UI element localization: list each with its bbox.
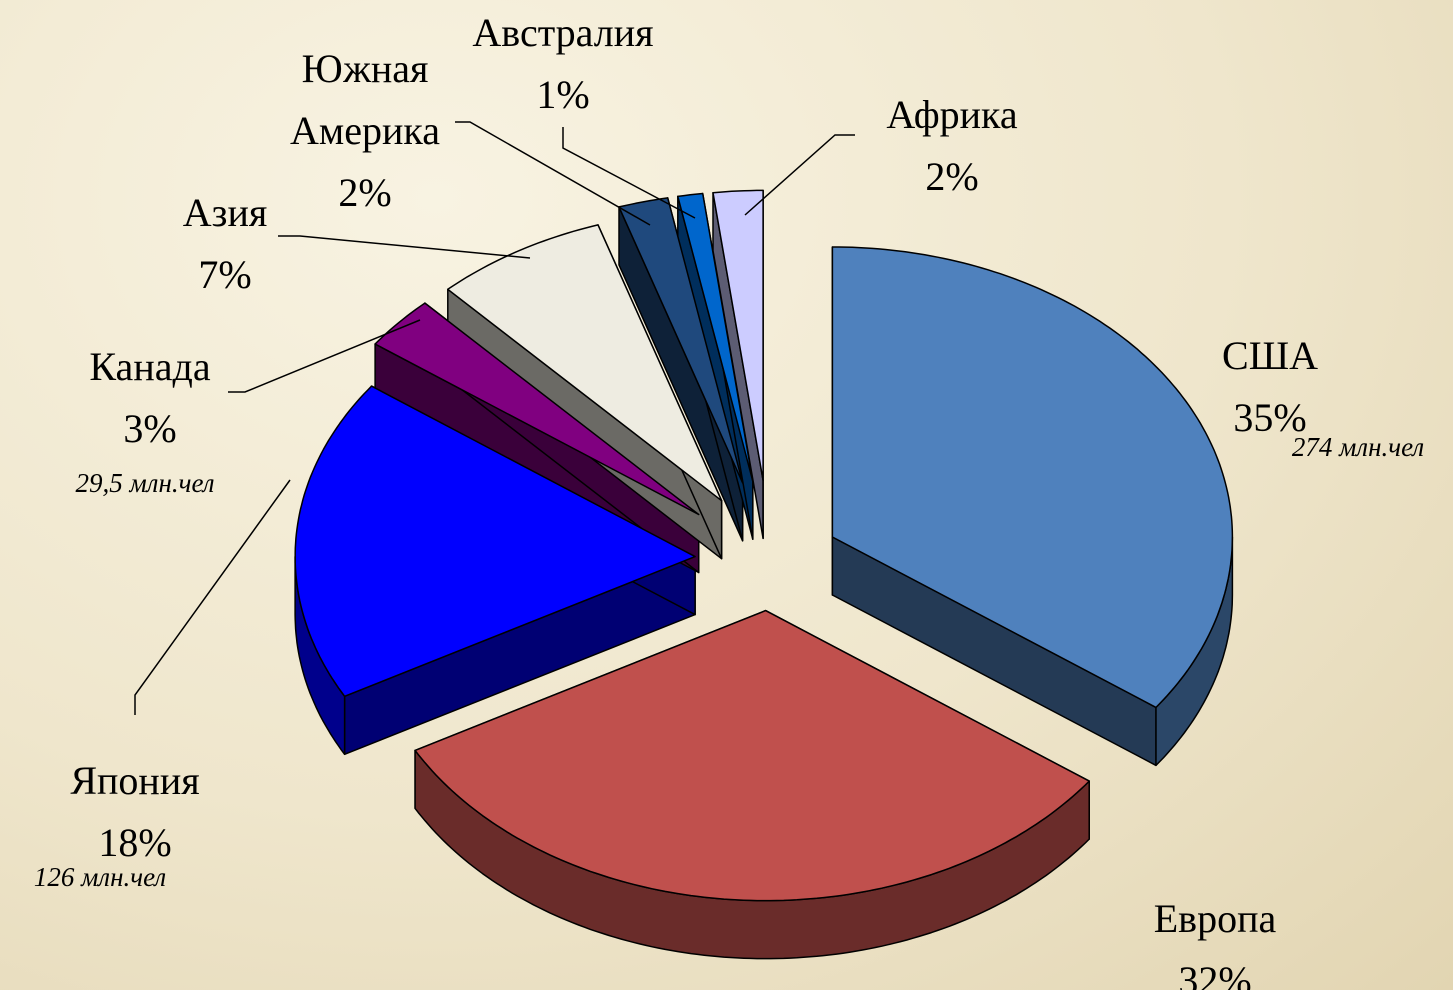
slice-label: Европа 32% <box>1120 888 1310 990</box>
slice <box>712 189 764 482</box>
percent-label: 32% <box>1178 958 1252 990</box>
category-name: Япония <box>70 758 200 803</box>
percent-label: 3% <box>123 406 177 451</box>
category-name: Австралия <box>472 10 654 55</box>
annotation: 274 млн.чел <box>1291 432 1425 462</box>
percent-label: 2% <box>338 170 392 215</box>
percent-label: 1% <box>536 72 590 117</box>
slice-label: Австралия 1% <box>468 2 658 126</box>
slice <box>447 224 723 502</box>
slice <box>294 385 696 698</box>
category-name: Африка <box>886 92 1018 137</box>
leader-line <box>228 319 421 393</box>
leader-line <box>562 127 696 219</box>
percent-label: 7% <box>198 252 252 297</box>
category-name: Азия <box>182 190 268 235</box>
slice <box>414 609 1090 902</box>
slice-label: Южная Америка 2% <box>270 38 460 224</box>
slice-label: Азия 7% <box>130 182 320 306</box>
leader-line <box>744 134 855 216</box>
percent-label: 18% <box>98 820 172 865</box>
category-name: Канада <box>89 344 211 389</box>
slice-label: Канада 3% <box>55 336 245 460</box>
slice-label: Африка 2% <box>857 84 1047 208</box>
slice-label: Япония 18% <box>40 750 230 874</box>
annotation: 126 млн.чел <box>33 862 167 892</box>
slice <box>374 302 700 516</box>
slice-label: США 35% <box>1175 325 1365 449</box>
leader-line <box>134 479 291 715</box>
annotation: 29,5 млн.чел <box>75 468 215 498</box>
slice <box>677 192 754 482</box>
percent-label: 35% <box>1233 395 1307 440</box>
slice <box>831 246 1234 709</box>
slice <box>618 197 744 484</box>
leader-line <box>455 121 651 226</box>
category-name: США <box>1222 333 1318 378</box>
leader-line <box>278 235 531 259</box>
category-name: Южная Америка <box>290 46 440 153</box>
percent-label: 2% <box>925 154 979 199</box>
category-name: Европа <box>1153 896 1277 941</box>
